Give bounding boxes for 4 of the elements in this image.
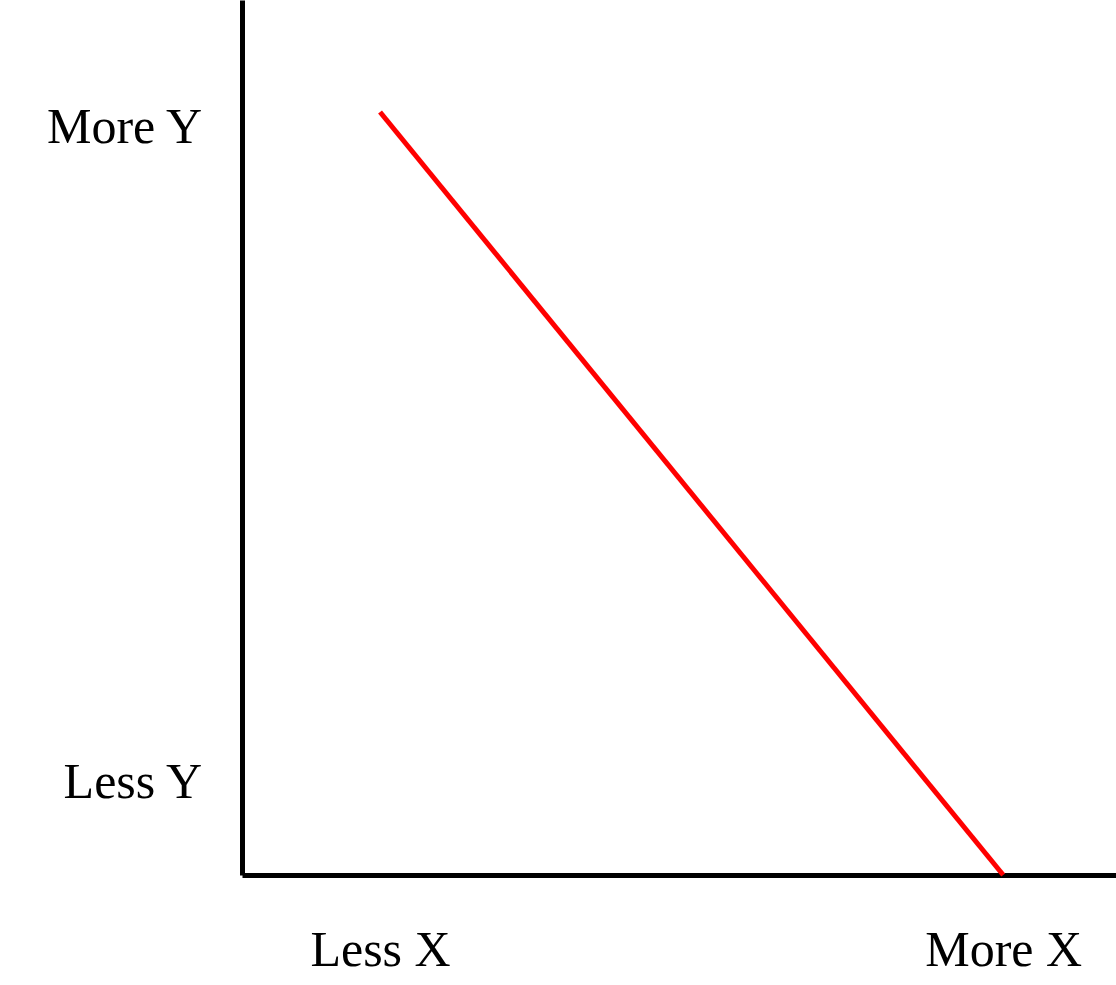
text: More Y: [46, 98, 202, 154]
text: Less Y: [63, 753, 202, 809]
x-tick-label: Less X: [310, 920, 451, 977]
x-tick-label: More X: [925, 920, 1083, 977]
